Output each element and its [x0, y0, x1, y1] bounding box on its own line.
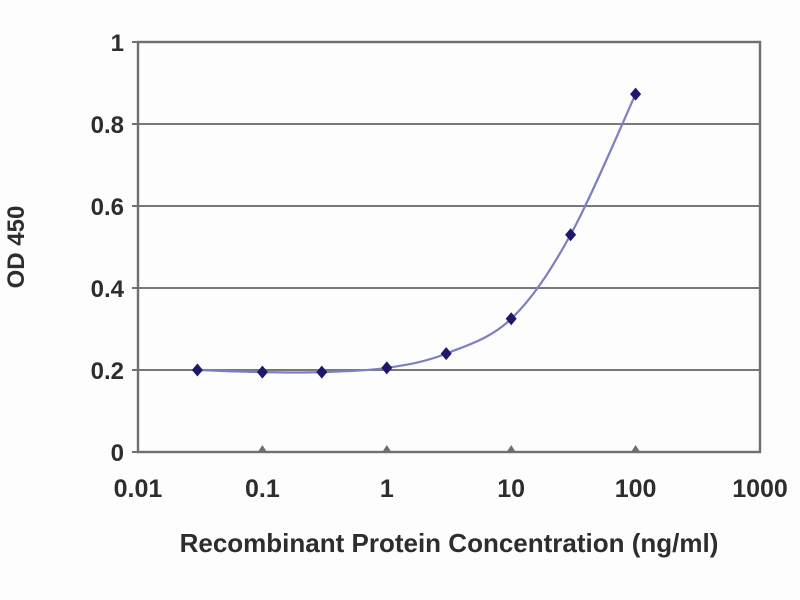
x-tick-label: 100: [615, 475, 657, 503]
series-layer: [191, 87, 642, 379]
x-tick: [382, 445, 392, 452]
y-tick-label: 0.2: [91, 358, 124, 385]
data-point: [381, 361, 393, 375]
y-axis-title: OD 450: [3, 206, 30, 289]
x-axis-title: Recombinant Protein Concentration (ng/ml…: [180, 528, 719, 558]
data-point: [191, 363, 203, 377]
y-tick-label: 1: [111, 30, 124, 57]
x-tick-label: 0.01: [114, 475, 163, 503]
x-tick-label: 1000: [732, 475, 788, 503]
x-tick-label: 1: [380, 475, 394, 503]
plot-frame: [136, 40, 762, 454]
data-point: [505, 312, 517, 326]
x-tick: [631, 445, 641, 452]
data-point: [440, 347, 452, 361]
grid-layer: [132, 40, 762, 454]
x-tick: [257, 445, 267, 452]
y-tick-label: 0.4: [91, 276, 125, 303]
x-tick-label: 10: [497, 475, 525, 503]
tick-label-layer: 0 0.2 0.4 0.6 0.8 1 0.01 0.1 1 10 100 1000: [91, 30, 788, 503]
data-point: [565, 228, 577, 242]
data-point: [630, 87, 642, 101]
data-point: [256, 365, 268, 379]
y-tick-label: 0.6: [91, 194, 124, 221]
y-tick-label: 0.8: [91, 112, 124, 139]
x-tick: [506, 445, 516, 452]
data-point: [316, 365, 328, 379]
y-tick-label: 0: [111, 440, 124, 467]
x-tick-label: 0.1: [245, 475, 280, 503]
